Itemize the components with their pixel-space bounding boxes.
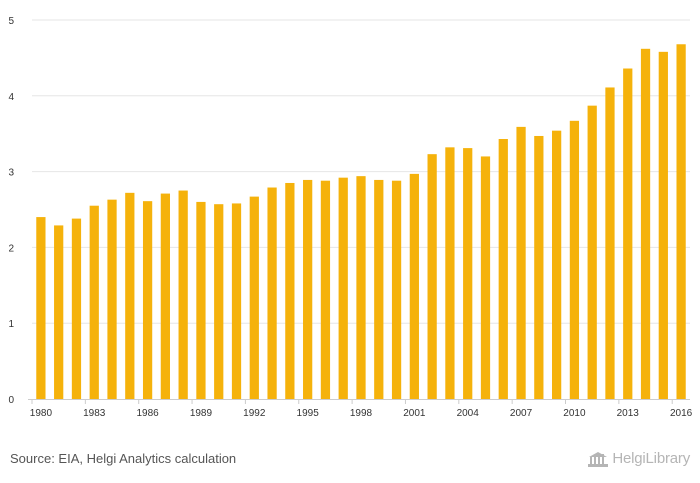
bar-2000 bbox=[391, 180, 402, 399]
source-note: Source: EIA, Helgi Analytics calculation bbox=[10, 451, 237, 466]
bar-1993 bbox=[267, 187, 277, 399]
y-tick-label: 2 bbox=[8, 243, 14, 254]
bar-2001 bbox=[409, 173, 419, 399]
x-tick-label: 2007 bbox=[510, 408, 533, 419]
bar-1999 bbox=[374, 179, 384, 399]
bar-2006 bbox=[498, 139, 508, 400]
y-tick-label: 1 bbox=[8, 319, 14, 330]
bar-2012 bbox=[605, 87, 615, 399]
x-tick-label: 1986 bbox=[136, 408, 159, 419]
x-tick-label: 1983 bbox=[83, 408, 106, 419]
bar-2002 bbox=[427, 154, 437, 399]
x-tick-label: 1980 bbox=[30, 408, 53, 419]
brand-name: HelgiLibrary bbox=[612, 450, 690, 467]
bar-2016 bbox=[676, 44, 686, 399]
x-tick-label: 1992 bbox=[243, 408, 266, 419]
bar-2007 bbox=[516, 126, 526, 400]
bar-1981 bbox=[54, 225, 64, 399]
bar-1995 bbox=[303, 179, 313, 399]
bar-2015 bbox=[658, 51, 668, 399]
bar-1980 bbox=[36, 217, 46, 399]
y-tick-label: 5 bbox=[8, 16, 14, 27]
x-tick-label: 2001 bbox=[403, 408, 426, 419]
bar-1996 bbox=[320, 180, 331, 399]
bar-1982 bbox=[71, 218, 82, 399]
x-tick-label: 1989 bbox=[190, 408, 213, 419]
y-tick-label: 4 bbox=[8, 92, 14, 103]
y-tick-label: 0 bbox=[8, 395, 14, 406]
y-tick-label: 3 bbox=[8, 168, 14, 179]
x-tick-label: 2016 bbox=[670, 408, 693, 419]
bar-2010 bbox=[569, 120, 580, 400]
x-tick-label: 1998 bbox=[350, 408, 373, 419]
bar-2011 bbox=[587, 105, 597, 400]
bar-2009 bbox=[551, 130, 562, 399]
bar-1991 bbox=[231, 203, 242, 399]
bar-1998 bbox=[356, 176, 366, 399]
bar-1992 bbox=[249, 196, 259, 399]
bar-1990 bbox=[214, 204, 224, 399]
bar-1983 bbox=[89, 205, 99, 399]
bar-1987 bbox=[160, 193, 171, 399]
bar-2008 bbox=[534, 135, 544, 399]
library-icon bbox=[588, 451, 609, 467]
x-tick-label: 2013 bbox=[617, 408, 640, 419]
x-tick-label: 2004 bbox=[457, 408, 480, 419]
brand-logo[interactable]: HelgiLibrary bbox=[588, 450, 690, 467]
bar-2013 bbox=[623, 68, 633, 400]
bar-1984 bbox=[107, 199, 117, 399]
bar-2005 bbox=[480, 156, 491, 399]
bar-chart: 0 1 2 3 4 5 1980 1983 1986 1989 1992 1995 1998 2001 20… bbox=[8, 16, 693, 419]
bar-1986 bbox=[142, 201, 153, 399]
bar-2003 bbox=[445, 147, 455, 399]
bar-1994 bbox=[285, 182, 295, 399]
bar-1997 bbox=[338, 177, 348, 399]
bar-2014 bbox=[640, 48, 651, 399]
bar-2004 bbox=[463, 148, 473, 399]
x-tick-label: 2010 bbox=[563, 408, 586, 419]
bar-1985 bbox=[125, 192, 135, 399]
x-tick-label: 1995 bbox=[297, 408, 320, 419]
bar-1989 bbox=[196, 201, 206, 399]
bar-1988 bbox=[178, 190, 188, 399]
